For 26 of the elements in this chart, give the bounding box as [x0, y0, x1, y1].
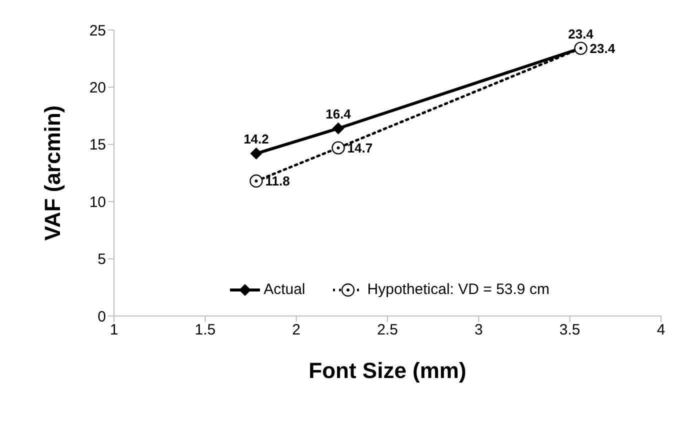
point	[332, 122, 344, 134]
y-tick-label: 0	[98, 308, 106, 326]
y-axis-title: VAF (arcmin)	[40, 105, 65, 241]
data-label: 23.4	[590, 40, 616, 56]
y-tick-label: 15	[89, 136, 106, 154]
x-tick-label: 1	[110, 322, 118, 339]
data-label: 14.7	[347, 140, 373, 156]
legend-label: Hypothetical: VD = 53.9 cm	[367, 281, 550, 298]
x-tick-label: 2.5	[377, 322, 398, 339]
data-label: 11.8	[265, 174, 290, 189]
data-label: 23.4	[568, 26, 594, 42]
data-label: 16.4	[326, 106, 352, 122]
y-tick-label: 5	[98, 251, 106, 268]
point	[332, 141, 345, 154]
legend-label: Actual	[264, 281, 306, 298]
data-label: 14.2	[244, 132, 269, 147]
x-tick-label: 1.5	[194, 322, 216, 339]
y-tick-label: 10	[89, 194, 106, 211]
x-tick-label: 3	[474, 322, 483, 339]
x-tick-label: 2	[292, 322, 301, 339]
point	[250, 148, 262, 160]
y-tick-label: 20	[89, 80, 106, 97]
x-axis-title: Font Size (mm)	[308, 358, 466, 383]
y-tick-label: 25	[89, 22, 106, 40]
x-tick-label: 4	[656, 322, 666, 339]
x-tick-label: 3.5	[559, 322, 580, 339]
